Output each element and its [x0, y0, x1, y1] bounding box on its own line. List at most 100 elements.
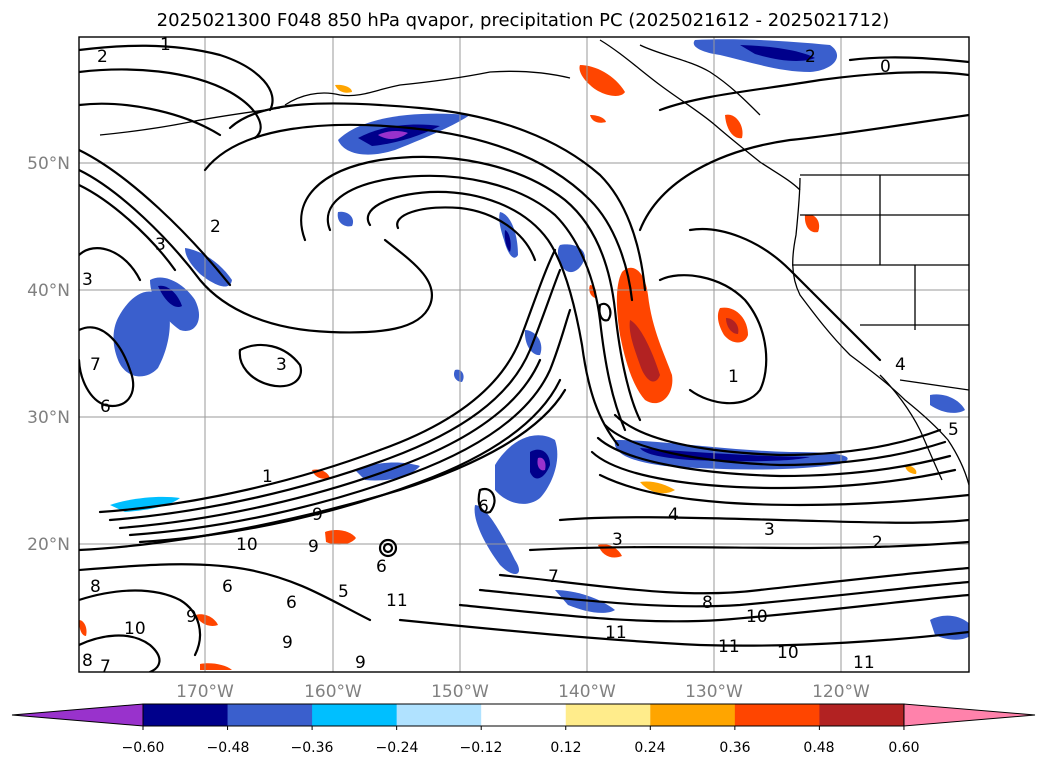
precip-patch — [905, 465, 917, 474]
precip-patch — [725, 114, 743, 139]
map-panel[interactable]: 1 2 0 2 3 2 3 7 6 3 1 1 4 3 2 10 9 8 6 5 — [78, 35, 975, 677]
contour-line — [79, 388, 567, 552]
qvapor-contours — [79, 44, 969, 672]
colorbar-tick-label: −0.36 — [291, 740, 334, 756]
colorbar-frame — [142, 703, 905, 727]
contour-line — [128, 308, 572, 537]
precip-patch — [930, 394, 965, 413]
colorbar-segment — [481, 704, 567, 726]
contour-label: 8 — [90, 577, 101, 597]
contour-label: 8 — [82, 651, 93, 671]
contour-line — [79, 247, 142, 282]
precip-patch — [378, 130, 408, 139]
contour-line — [238, 343, 303, 388]
contour-label: 7 — [548, 567, 559, 587]
colorbar-tick-label: −0.48 — [207, 740, 250, 756]
contour-label: 11 — [853, 653, 875, 673]
contour-label: 3 — [82, 270, 93, 290]
lon-label: 160°W — [304, 682, 362, 702]
contour-line — [528, 540, 969, 552]
colorbar-extend-low — [11, 703, 144, 727]
contour-line — [118, 358, 542, 530]
contour-label: 9 — [312, 505, 323, 525]
contour-label: 2 — [210, 217, 221, 237]
map-frame — [78, 36, 970, 673]
colorbar-tick-label: −0.12 — [460, 740, 503, 756]
contour-line — [848, 56, 969, 64]
lon-label: 130°W — [685, 682, 743, 702]
contour-line — [498, 566, 969, 595]
contour-label: 0 — [880, 57, 891, 77]
colorbar-segment — [396, 704, 482, 726]
contour-line — [300, 155, 642, 422]
contour-label: 6 — [286, 593, 297, 613]
colorbar-tick-label: 0.60 — [888, 740, 919, 756]
colorbar-segment — [819, 704, 905, 726]
colorbar-tick-label: 0.12 — [550, 740, 581, 756]
precip-patch — [740, 45, 815, 61]
contour-label: 5 — [948, 420, 959, 440]
contour-line — [79, 589, 202, 657]
contour-line — [558, 516, 969, 524]
contour-line — [590, 450, 957, 490]
lon-label: 140°W — [558, 682, 616, 702]
aleutian-chain — [99, 107, 281, 136]
contour-line — [613, 413, 942, 457]
precip-patch — [474, 505, 520, 575]
colorbar-tick-label: 0.24 — [634, 740, 665, 756]
contour-line — [598, 473, 969, 507]
colorbar-segment — [565, 704, 651, 726]
colorbar-extend-high — [903, 703, 1036, 727]
precip-patch — [113, 291, 170, 377]
contour-line — [638, 113, 969, 232]
precip-patch — [804, 214, 820, 233]
colorbar-segment — [650, 704, 736, 726]
lon-label: 120°W — [812, 682, 870, 702]
contour-label: 6 — [376, 557, 387, 577]
contour-label: 3 — [764, 520, 775, 540]
contour-line — [79, 563, 372, 622]
contour-line — [477, 487, 496, 514]
lat-label: 50°N — [27, 154, 70, 174]
contour-label: 10 — [777, 643, 799, 663]
contour-line — [458, 593, 969, 623]
lat-label: 20°N — [27, 535, 70, 555]
precip-patch — [335, 84, 352, 93]
contour-line — [79, 634, 161, 672]
contour-line — [79, 168, 433, 334]
contour-line — [79, 68, 262, 140]
colorbar-segments — [11, 703, 1036, 730]
contour-line — [79, 102, 222, 137]
precip-patch — [337, 211, 354, 227]
contour-line — [398, 618, 969, 647]
contour-label: 2 — [97, 47, 108, 67]
coastlines — [99, 39, 969, 486]
colorbar-tick-label: −0.24 — [376, 740, 419, 756]
contour-line — [79, 183, 177, 272]
contour-label: 5 — [338, 582, 349, 602]
precip-patch — [629, 320, 660, 382]
contour-line — [396, 206, 537, 262]
contour-line — [382, 542, 394, 554]
graticule — [79, 37, 969, 672]
contour-line — [203, 123, 634, 302]
precip-patch — [616, 267, 673, 404]
lat-label: 40°N — [27, 281, 70, 301]
contour-label: 10 — [746, 607, 768, 627]
precip-patch — [537, 457, 546, 471]
alaska-coast — [284, 70, 571, 106]
precip-patch — [158, 285, 182, 308]
contour-label: 9 — [282, 633, 293, 653]
contour-label: 11 — [386, 591, 408, 611]
contour-label: 9 — [186, 607, 197, 627]
precip-patch — [504, 230, 511, 252]
contour-line — [79, 44, 274, 112]
contour-label: 1 — [160, 35, 171, 55]
contour-line — [378, 538, 398, 558]
contour-label: 11 — [718, 637, 740, 657]
colorbar-tick-label: 0.36 — [719, 740, 750, 756]
lat-label: 30°N — [27, 408, 70, 428]
mexico-border — [899, 379, 969, 391]
contour-label: 3 — [612, 530, 623, 550]
contour-label: 4 — [895, 355, 906, 375]
